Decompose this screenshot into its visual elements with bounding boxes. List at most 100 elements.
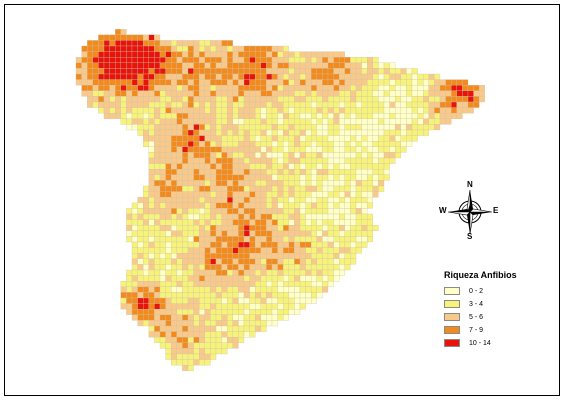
grid-cell xyxy=(243,213,250,220)
grid-cell xyxy=(283,202,289,209)
grid-cell xyxy=(316,213,323,220)
grid-cell xyxy=(227,292,233,299)
grid-cell xyxy=(137,57,144,63)
grid-cell xyxy=(193,135,200,142)
grid-cell xyxy=(221,129,228,136)
grid-cell xyxy=(193,314,200,321)
grid-cell xyxy=(350,129,357,136)
grid-cell xyxy=(316,107,323,114)
grid-cell xyxy=(305,292,312,299)
grid-cell xyxy=(305,236,312,243)
grid-cell xyxy=(243,57,250,63)
grid-cell xyxy=(428,85,435,91)
grid-cell xyxy=(115,79,121,86)
grid-cell xyxy=(87,73,93,80)
grid-cell xyxy=(322,51,329,58)
grid-cell xyxy=(389,96,396,103)
grid-cell xyxy=(411,113,418,119)
grid-cell xyxy=(143,90,149,97)
grid-cell xyxy=(305,213,312,220)
grid-cell xyxy=(204,297,211,304)
grid-cell xyxy=(406,90,413,97)
grid-cell xyxy=(339,79,345,86)
grid-cell xyxy=(210,297,217,304)
grid-cell xyxy=(171,141,177,147)
grid-cell xyxy=(249,264,256,271)
grid-cell xyxy=(165,57,172,63)
grid-cell xyxy=(221,141,228,147)
grid-cell xyxy=(176,241,183,248)
grid-cell xyxy=(260,264,267,271)
grid-cell xyxy=(165,286,172,293)
grid-cell xyxy=(193,309,200,315)
grid-cell xyxy=(154,185,161,192)
grid-cell xyxy=(378,85,385,91)
grid-cell xyxy=(148,225,155,231)
grid-cell xyxy=(305,297,312,304)
grid-cell xyxy=(243,225,250,231)
grid-cell xyxy=(126,45,133,52)
grid-cell xyxy=(266,230,273,237)
grid-cell xyxy=(148,124,155,131)
grid-cell xyxy=(187,152,194,159)
grid-cell xyxy=(400,146,407,153)
grid-cell xyxy=(316,225,323,231)
grid-cell xyxy=(277,96,284,103)
grid-cell xyxy=(232,269,239,276)
grid-cell xyxy=(126,124,133,131)
grid-cell xyxy=(232,342,239,349)
grid-cell xyxy=(115,45,121,52)
grid-cell xyxy=(87,101,93,108)
grid-cell xyxy=(193,208,200,215)
grid-cell xyxy=(316,101,323,108)
grid-cell xyxy=(406,118,413,125)
grid-cell xyxy=(199,57,205,63)
grid-cell xyxy=(137,281,144,287)
grid-cell xyxy=(243,118,250,125)
grid-cell xyxy=(271,297,278,304)
grid-cell xyxy=(238,79,245,86)
grid-cell xyxy=(176,202,183,209)
grid-cell xyxy=(322,281,329,287)
grid-cell xyxy=(154,146,161,153)
grid-cell xyxy=(260,230,267,237)
grid-cell xyxy=(423,79,429,86)
grid-cell xyxy=(199,342,205,349)
grid-cell xyxy=(131,101,138,108)
grid-cell xyxy=(271,51,278,58)
grid-cell xyxy=(210,236,217,243)
grid-cell xyxy=(350,90,357,97)
grid-cell xyxy=(131,79,138,86)
grid-cell xyxy=(456,101,463,108)
grid-cell xyxy=(283,107,289,114)
grid-cell xyxy=(221,342,228,349)
grid-cell xyxy=(322,152,329,159)
grid-cell xyxy=(131,258,138,265)
grid-cell xyxy=(355,202,362,209)
grid-cell xyxy=(143,101,149,108)
grid-cell xyxy=(260,219,267,226)
grid-cell xyxy=(221,219,228,226)
grid-cell xyxy=(299,90,306,97)
grid-cell xyxy=(193,281,200,287)
grid-cell xyxy=(260,320,267,327)
grid-cell xyxy=(400,113,407,119)
grid-cell xyxy=(283,68,289,75)
grid-cell xyxy=(294,101,301,108)
grid-cell xyxy=(176,40,183,47)
grid-cell xyxy=(299,79,306,86)
grid-cell xyxy=(238,118,245,125)
grid-cell xyxy=(210,157,217,164)
grid-cell xyxy=(311,292,317,299)
grid-cell xyxy=(204,202,211,209)
grid-cell xyxy=(165,90,172,97)
grid-cell xyxy=(221,208,228,215)
grid-cell xyxy=(221,281,228,287)
grid-cell xyxy=(148,85,155,91)
grid-cell xyxy=(400,96,407,103)
grid-cell xyxy=(288,219,295,226)
grid-cell xyxy=(176,68,183,75)
grid-cell xyxy=(171,236,177,243)
grid-cell xyxy=(227,281,233,287)
grid-cell xyxy=(204,129,211,136)
